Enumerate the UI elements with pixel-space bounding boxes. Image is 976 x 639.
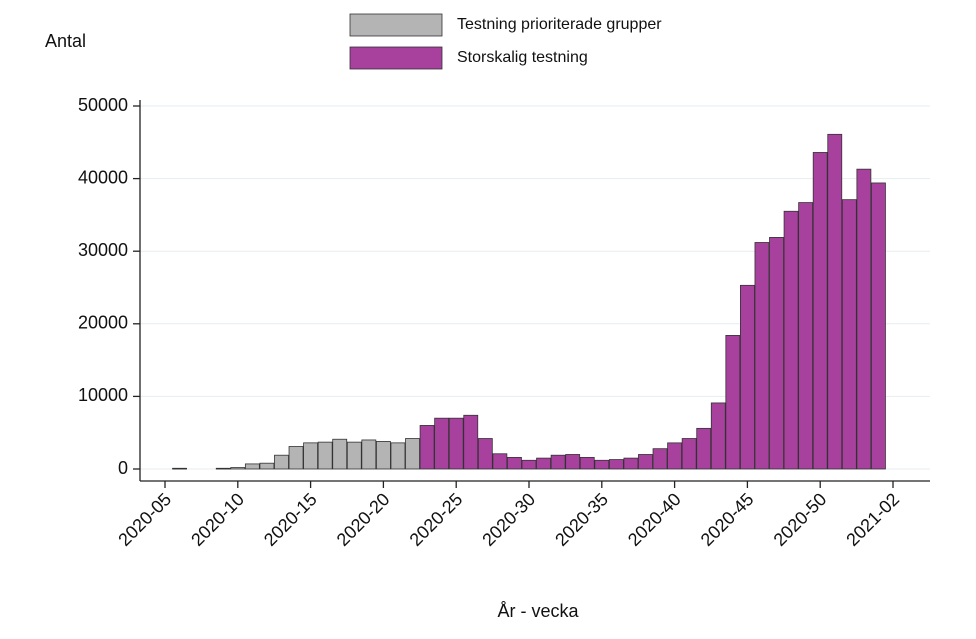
bar	[812, 152, 828, 470]
legend-label: Storskalig testning	[457, 49, 588, 66]
x-tick-label: 2020-25	[406, 489, 467, 550]
bar	[783, 210, 799, 470]
bar	[667, 442, 682, 470]
x-tick-label: 2020-45	[697, 489, 758, 550]
bar	[856, 168, 872, 470]
bar	[725, 335, 741, 470]
x-tick-label: 2020-20	[333, 489, 394, 550]
y-axis-title: Antal	[45, 31, 86, 51]
x-tick-label: 2020-35	[551, 489, 612, 550]
bar	[594, 459, 610, 470]
bar	[477, 438, 493, 470]
bar	[841, 199, 857, 470]
bar	[754, 242, 770, 470]
bar	[871, 182, 886, 470]
bar	[434, 417, 450, 470]
bar	[463, 414, 479, 470]
bar	[507, 456, 522, 470]
bar	[405, 438, 420, 470]
legend-swatch	[349, 13, 443, 37]
legend-label: Testning prioriterade grupper	[457, 16, 662, 33]
y-tick-label: 30000	[78, 240, 128, 260]
bar	[259, 462, 275, 470]
bar	[550, 454, 566, 470]
x-tick-label: 2021-02	[842, 489, 903, 550]
bar	[769, 237, 784, 470]
bar	[740, 284, 755, 470]
x-tick-label: 2020-10	[187, 489, 248, 550]
bar	[215, 467, 231, 470]
y-tick-label: 40000	[78, 167, 128, 187]
bar	[696, 427, 712, 470]
bar	[608, 459, 624, 470]
bar	[710, 402, 726, 470]
bar	[244, 463, 260, 470]
bar	[288, 446, 304, 470]
bar	[521, 459, 537, 470]
bar	[536, 457, 551, 470]
bar	[579, 456, 595, 470]
bar	[419, 425, 435, 470]
bar	[274, 454, 289, 470]
x-tick-label: 2020-30	[478, 489, 539, 550]
x-tick-label: 2020-05	[114, 489, 175, 550]
bar	[652, 448, 668, 470]
x-axis-title: År - vecka	[497, 601, 579, 621]
y-tick-label: 0	[118, 458, 128, 478]
bar	[375, 441, 391, 470]
bar	[303, 442, 319, 470]
bar	[361, 439, 377, 470]
bar	[317, 441, 333, 470]
bar	[230, 467, 246, 470]
bar	[448, 417, 464, 470]
bar	[346, 441, 362, 470]
y-tick-label: 10000	[78, 385, 128, 405]
bar	[638, 454, 653, 470]
legend-swatch	[349, 46, 443, 70]
bar	[172, 467, 187, 470]
bar	[565, 454, 581, 470]
x-tick-label: 2020-15	[260, 489, 321, 550]
bar	[332, 438, 348, 470]
y-tick-label: 50000	[78, 95, 128, 115]
bar	[492, 453, 508, 470]
x-tick-label: 2020-50	[770, 489, 831, 550]
bar	[681, 438, 697, 470]
bar	[390, 442, 406, 470]
x-tick-label: 2020-40	[624, 489, 685, 550]
bar	[827, 133, 843, 470]
bar	[623, 457, 639, 470]
bar	[798, 202, 814, 470]
y-tick-label: 20000	[78, 313, 128, 333]
